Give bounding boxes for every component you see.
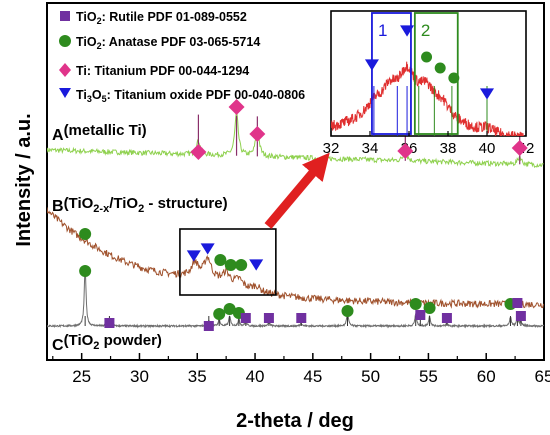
- curve-c-label: C(TiO2 powder): [52, 332, 162, 354]
- svg-text:Ti: Titanium PDF 00-044-1294: Ti: Titanium PDF 00-044-1294: [76, 64, 249, 78]
- anatase-circle-icon: [409, 298, 422, 310]
- curve-a-label: A(metallic Ti): [52, 122, 147, 144]
- anatase-circle-icon: [423, 302, 436, 314]
- anatase-circle-icon: [448, 72, 460, 84]
- x-tick-label: 50: [361, 367, 380, 386]
- rutile-square-icon: [60, 11, 70, 21]
- x-tick-label: 55: [419, 367, 438, 386]
- anatase-circle-icon: [79, 265, 92, 277]
- x-tick-label: 25: [72, 367, 91, 386]
- rutile-square-icon: [240, 313, 251, 323]
- inset-tick-label: 38: [440, 140, 457, 157]
- ti3o5-triangle-icon: [59, 88, 71, 98]
- phase-markers: [79, 99, 528, 331]
- ti3o5-triangle-icon: [186, 250, 201, 262]
- inset-curve-line: [331, 61, 525, 136]
- zoom-arrow: [264, 152, 330, 229]
- ti3o5-triangle-icon: [480, 88, 494, 100]
- rutile-square-icon: [441, 313, 452, 323]
- legend-item-anatase: TiO2: Anatase PDF 03-065-5714: [59, 35, 260, 51]
- x-axis-title: 2-theta / deg: [236, 410, 354, 432]
- y-axis-title: Intensity / a.u.: [13, 113, 35, 246]
- legend-item-ti3o5: Ti3O5: Titanium oxide PDF 00-040-0806: [59, 88, 305, 104]
- inset-region-box: [413, 12, 459, 135]
- ti3o5-triangle-icon: [200, 243, 215, 255]
- ti3o5-triangle-icon: [364, 59, 379, 71]
- rutile-square-icon: [415, 310, 426, 320]
- inset-frame: [330, 10, 527, 137]
- ti3o5-triangle-icon: [400, 25, 415, 37]
- anatase-circle-icon: [59, 35, 71, 47]
- plot-frame: [46, 2, 545, 361]
- x-tick-label: 60: [477, 367, 496, 386]
- titanium-diamond-icon: [511, 140, 528, 156]
- titanium-diamond-icon: [59, 63, 71, 77]
- anatase-circle-icon: [224, 259, 237, 271]
- curve-c-line: [47, 265, 544, 329]
- rutile-square-icon: [263, 313, 274, 323]
- inset-tick-label: 32: [323, 140, 340, 157]
- anatase-circle-icon: [223, 303, 236, 315]
- titanium-diamond-icon: [397, 143, 414, 159]
- legend: TiO2: Rutile PDF 01-089-0552 TiO2: Anata…: [59, 10, 305, 104]
- inset-region-label: 1: [378, 21, 387, 40]
- x-tick-label: 30: [130, 367, 149, 386]
- x-tick-label: 65: [535, 367, 550, 386]
- titanium-diamond-icon: [228, 99, 245, 115]
- zoom-box: [179, 228, 277, 296]
- curve-b-line: [47, 207, 544, 309]
- anatase-circle-icon: [79, 228, 92, 240]
- inset-zoom-plot: 12 323436384042: [323, 10, 534, 157]
- ti3o5-triangle-icon: [249, 259, 264, 271]
- anatase-circle-icon: [213, 308, 226, 320]
- curve-b-label: B(TiO2-x/TiO2 - structure): [52, 195, 228, 215]
- svg-text:TiO2: Rutile PDF 01-089-0552: TiO2: Rutile PDF 01-089-0552: [76, 10, 247, 26]
- inset-region-label: 2: [421, 21, 430, 40]
- svg-text:TiO2: Anatase PDF 03-065-5714: TiO2: Anatase PDF 03-065-5714: [76, 35, 260, 51]
- rutile-square-icon: [512, 298, 523, 308]
- inset-region-box: [371, 12, 412, 135]
- x-tick-label: 35: [188, 367, 207, 386]
- rutile-square-icon: [515, 311, 526, 321]
- svg-text:Ti3O5: Titanium oxide PDF 00-0: Ti3O5: Titanium oxide PDF 00-040-0806: [76, 88, 305, 104]
- titanium-diamond-icon: [190, 144, 207, 160]
- x-tick-label: 45: [303, 367, 322, 386]
- x-axis-ticks: 25 30 35 40 45 50 55 60 65: [52, 353, 550, 386]
- rutile-square-icon: [296, 313, 307, 323]
- curves-group: [47, 111, 544, 329]
- rutile-square-icon: [104, 318, 115, 328]
- legend-item-rutile: TiO2: Rutile PDF 01-089-0552: [60, 10, 247, 26]
- anatase-circle-icon: [235, 259, 248, 271]
- titanium-diamond-icon: [249, 126, 266, 142]
- anatase-circle-icon: [434, 62, 446, 74]
- inset-tick-label: 34: [362, 140, 379, 157]
- anatase-circle-icon: [341, 305, 354, 317]
- legend-item-titanium: Ti: Titanium PDF 00-044-1294: [59, 63, 249, 78]
- curve-a-line: [47, 111, 544, 168]
- anatase-circle-icon: [421, 51, 433, 63]
- inset-tick-label: 40: [479, 140, 496, 157]
- rutile-square-icon: [203, 321, 214, 331]
- x-tick-label: 40: [246, 367, 265, 386]
- anatase-circle-icon: [214, 254, 227, 266]
